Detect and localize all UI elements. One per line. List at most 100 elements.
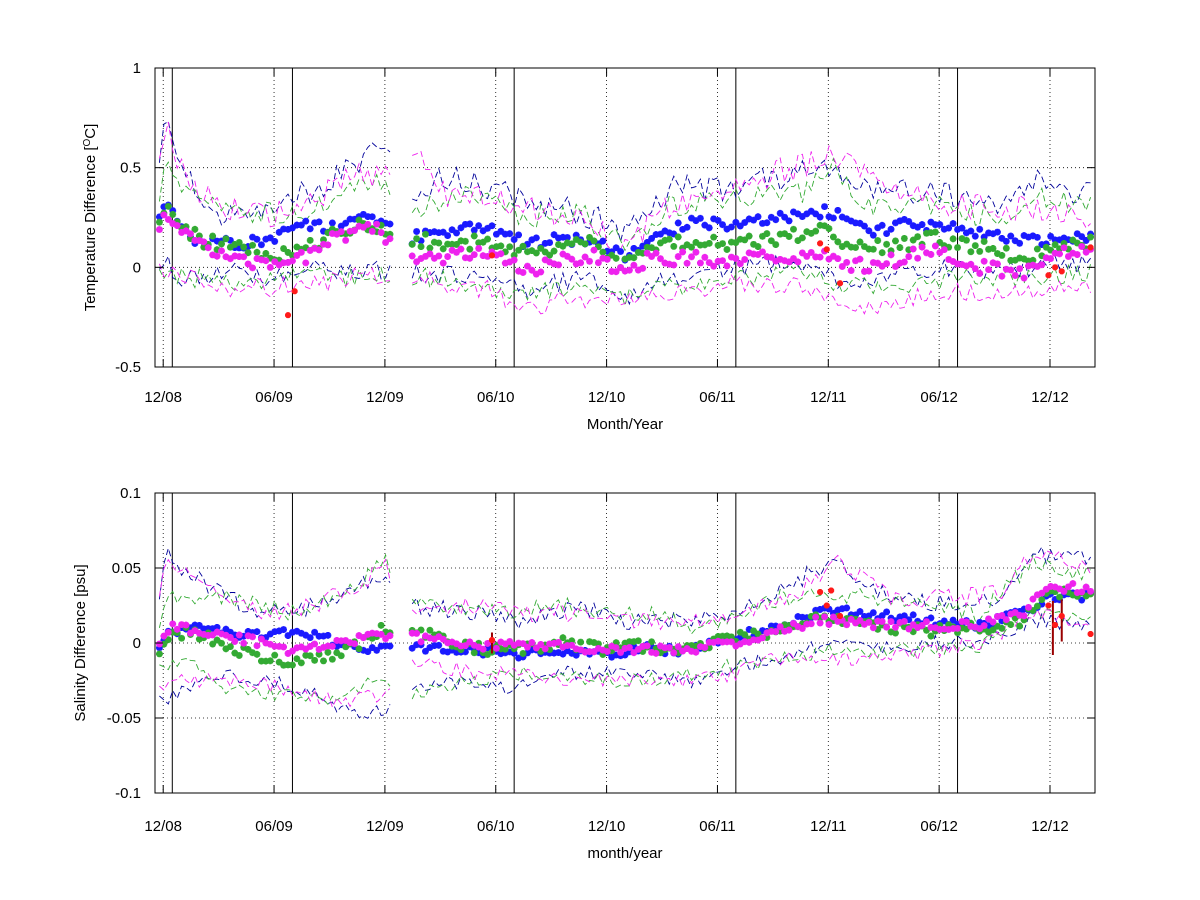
salinity-green-point [337,652,345,660]
salinity-magenta-point [887,618,895,625]
temperature-blue-point [971,232,979,240]
salinity-magenta-point [306,643,314,650]
temperature-blue-point [998,234,1006,242]
temperature-blue-point [905,218,913,225]
salinity-green-point [634,637,642,645]
temperature-magenta-point [900,258,908,266]
salinity-magenta-point [909,621,917,629]
temperature-x-axis-label: Month/Year [587,416,663,433]
temperature-green-point [355,216,363,224]
salinity-blue-point [608,653,616,661]
temperature-green-point [209,232,217,240]
temperature-green-point [497,242,505,250]
salinity-blue-point [324,631,332,639]
salinity-magenta-point [417,638,425,646]
salinity-green-point [235,652,243,659]
temperature-magenta-point [537,268,545,276]
salinity-magenta-point [634,645,642,653]
temperature-blue-point [342,219,350,227]
salinity-magenta-point [1002,616,1010,624]
temperature-blue-point [275,228,283,236]
temperature-green-point [226,243,234,251]
temperature-green-point [599,248,607,256]
salinity-magenta-point [923,618,930,626]
temperature-magenta-point [790,255,797,262]
salinity-magenta-point [1064,583,1072,591]
salinity-magenta-point [918,622,926,629]
salinity-magenta-point [670,649,678,657]
temperature-green-point [936,239,944,246]
temperature-magenta-point [1007,266,1015,274]
salinity-magenta-point [506,638,514,645]
temperature-magenta-point [435,252,443,260]
temperature-magenta-point [510,256,518,264]
salinity-green-point [537,647,545,655]
temperature-green-point [306,236,314,244]
temperature-magenta-point [878,262,886,270]
temperature-blue-point [315,218,323,226]
temperature-green-point [856,238,864,246]
temperature-magenta-point [816,253,824,261]
salinity-magenta-point [732,642,740,650]
salinity-magenta-point [519,640,527,648]
salinity-magenta-point [865,618,873,626]
temperature-magenta-point [914,254,922,262]
salinity-blue-lower-line [159,612,1091,719]
temperature-y-label-main: Temperature Difference [ [82,146,99,312]
temperature-green-point [790,225,797,233]
temperature-magenta-point [377,229,385,236]
salinity-magenta-point [501,640,509,648]
temperature-magenta-point [271,258,279,266]
temperature-magenta-point [430,254,438,262]
salinity-magenta-point [798,625,806,632]
salinity-magenta-point [728,638,735,646]
temperature-magenta-point [741,256,749,263]
salinity-green-point [275,658,283,666]
salinity-magenta-point [617,649,624,656]
temperature-magenta-point [652,249,660,257]
temperature-green-point [568,240,576,248]
temperature-magenta-point [865,267,873,275]
temperature-magenta-point [249,264,256,272]
temperature-blue-point [945,224,953,232]
temperature-blue-point [754,213,762,221]
temperature-magenta-point [470,251,478,259]
temperature-green-point [302,244,310,252]
temperature-blue-point [750,216,757,224]
temperature-blue-point [772,216,780,224]
salinity-blue-point [373,646,381,654]
temperature-green-point [723,246,731,253]
salinity-blue-point [368,644,376,651]
temperature-magenta-point [1060,244,1068,252]
salinity-magenta-point [612,644,620,652]
salinity-green-point [417,626,425,634]
salinity-y-ticks: -0.1 -0.05 0 0.05 0.1 [107,485,1095,802]
temperature-blue-point [674,219,682,227]
salinity-magenta-point [280,643,287,651]
temperature-magenta-point [967,260,975,268]
salinity-magenta-point [976,625,984,633]
temperature-magenta-point [164,216,172,223]
temperature-blue-point [816,213,824,221]
temperature-magenta-point [626,266,633,274]
temperature-green-point [954,244,961,251]
salinity-magenta-point [359,634,367,642]
temperature-blue-point [413,228,421,235]
temperature-red-point-7 [1052,264,1059,271]
salinity-magenta-point [1042,585,1050,593]
temperature-magenta-point [639,264,647,272]
temperature-blue-point [457,224,465,232]
temperature-green-point [812,227,820,235]
temperature-x-ticks: 12/08 06/09 12/09 06/10 12/10 06/11 12/11 06/12… [144,68,1069,406]
temperature-magenta-upper-line [158,121,1091,251]
temperature-green-point [683,241,691,249]
temperature-blue-point [670,230,678,238]
salinity-magenta-point [1078,588,1086,596]
salinity-blue-point [869,609,877,617]
temperature-green-point [453,241,460,248]
temperature-green-lower-line [158,262,1092,308]
salinity-x-tick-label: 06/12 [920,818,958,835]
temperature-magenta-point [417,255,425,262]
temperature-red-point-0 [285,312,292,319]
